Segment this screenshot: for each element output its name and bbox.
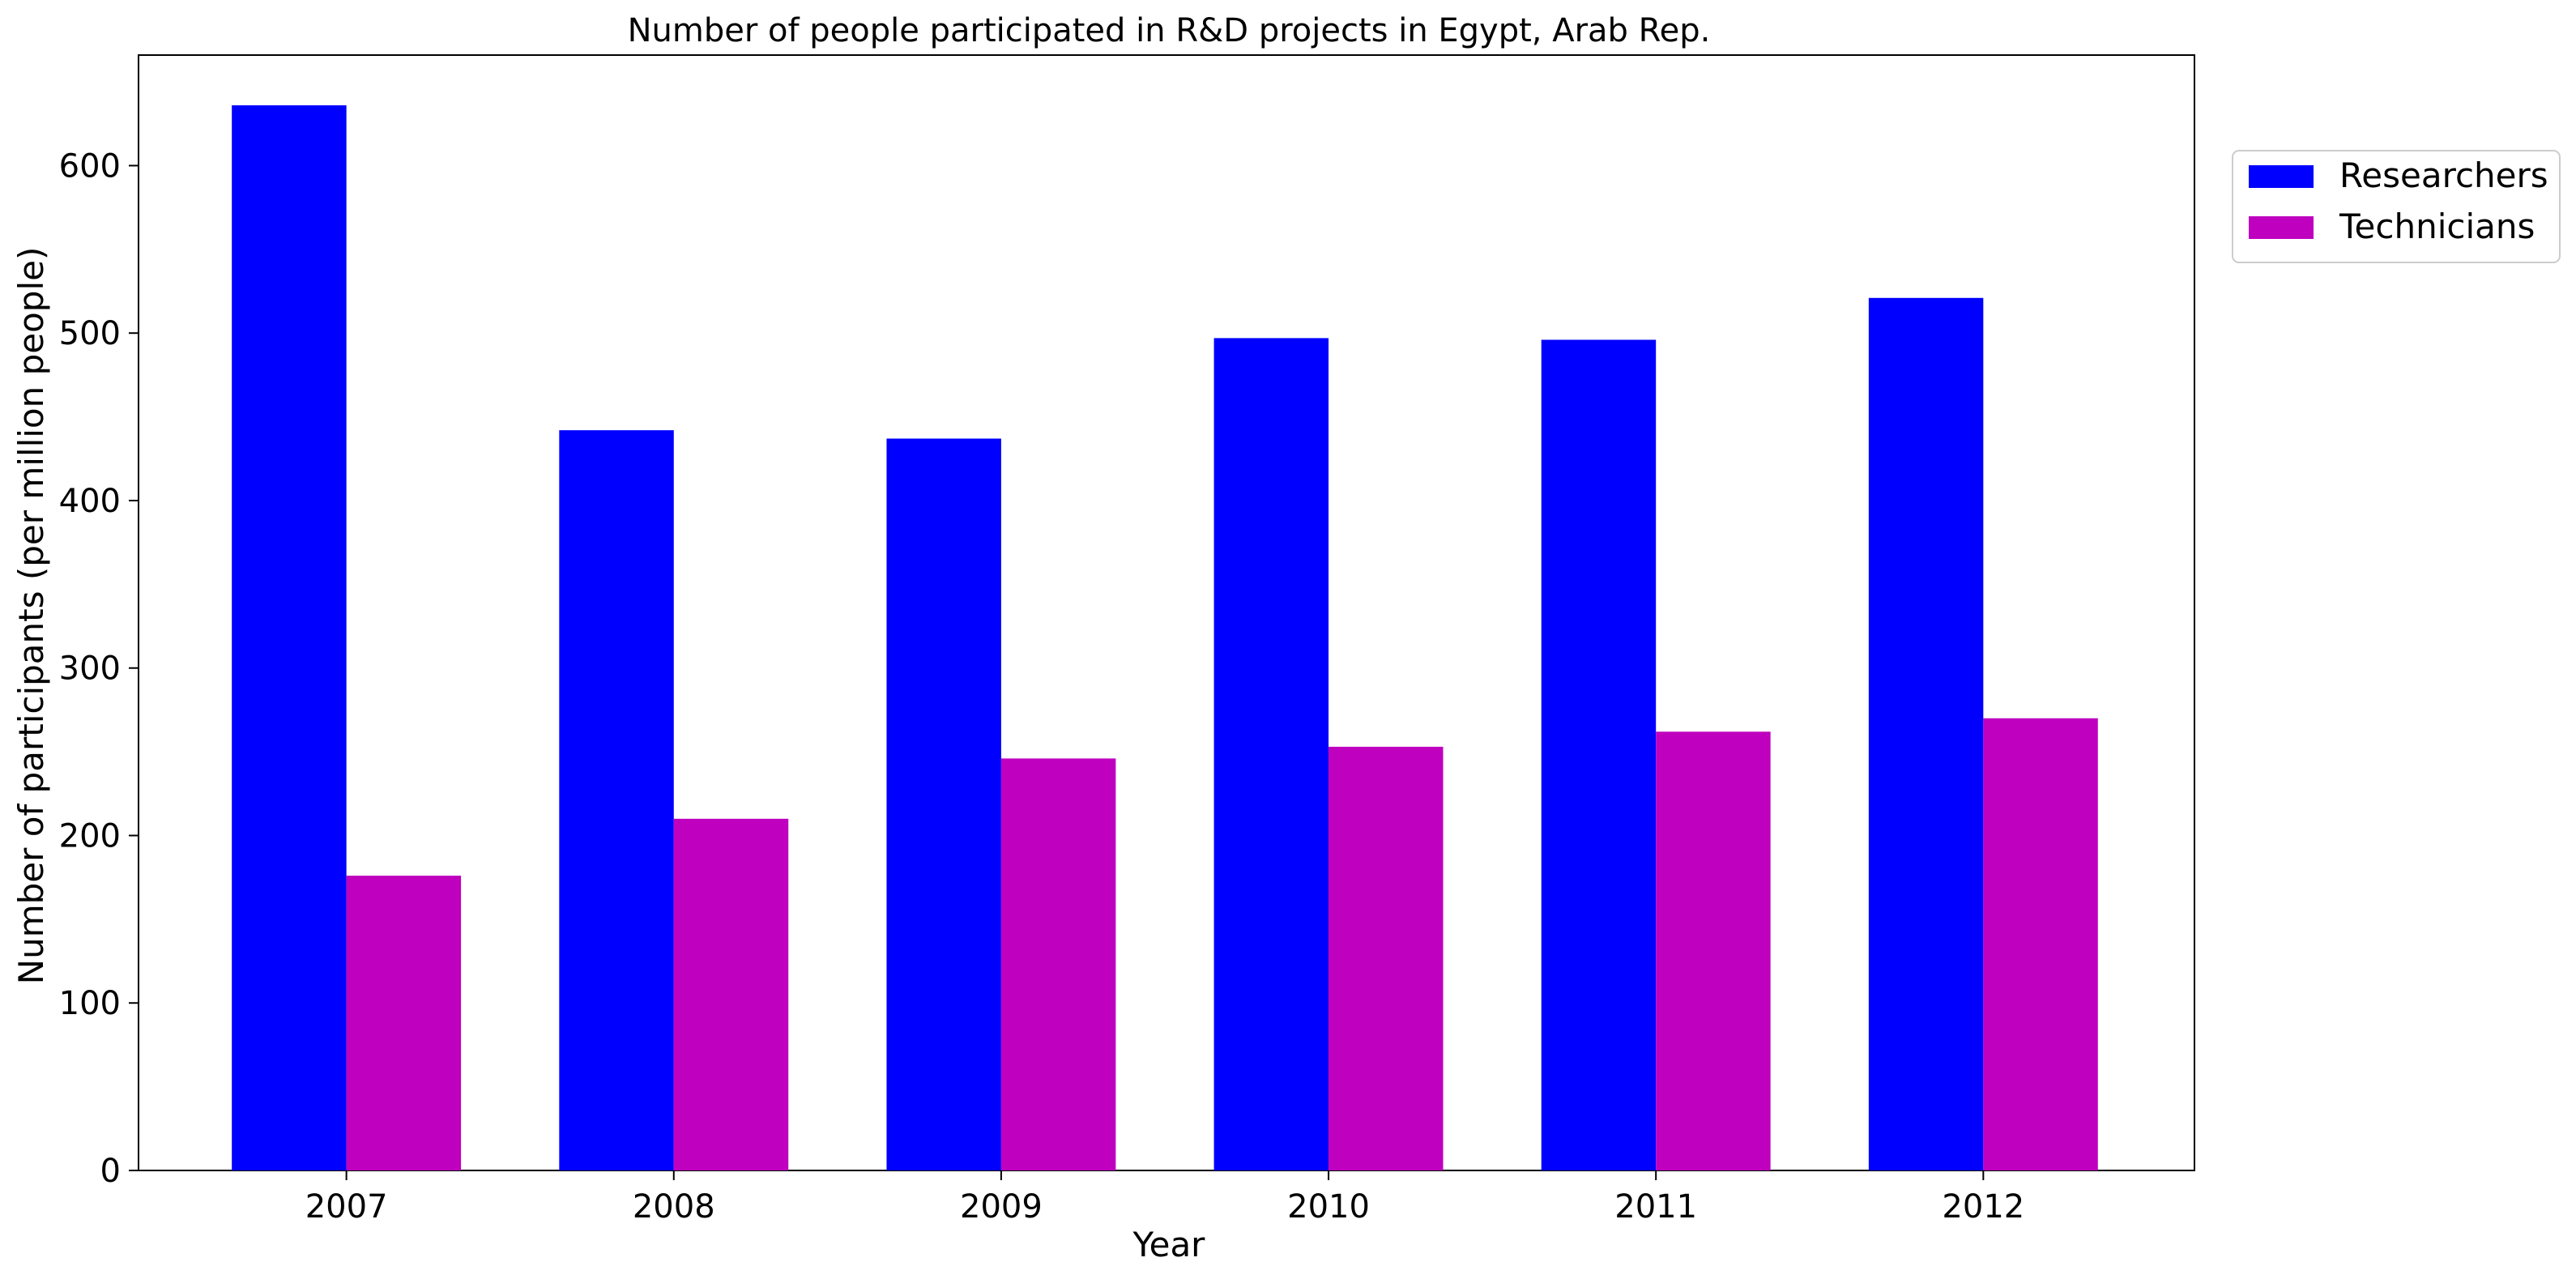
bar-researchers-2007 <box>232 105 347 1171</box>
bar-technicians-2011 <box>1656 731 1771 1170</box>
bar-researchers-2008 <box>559 430 674 1170</box>
bar-researchers-2011 <box>1541 339 1657 1171</box>
y-tick-label-400: 400 <box>59 483 121 520</box>
legend-swatch-technicians <box>2249 216 2314 239</box>
x-tick-label-2012: 2012 <box>1942 1188 2024 1226</box>
legend-box <box>2232 150 2561 263</box>
bar-technicians-2010 <box>1329 746 1444 1170</box>
x-tick-label-2010: 2010 <box>1287 1188 1370 1226</box>
bar-technicians-2012 <box>1983 718 2098 1170</box>
legend: Researchers Technicians <box>2232 150 2561 263</box>
bar-researchers-2009 <box>886 438 1001 1170</box>
y-tick-label-100: 100 <box>59 985 121 1022</box>
plot-frame <box>138 54 2195 1171</box>
plot-background <box>139 55 2194 1170</box>
x-tick-label-2011: 2011 <box>1614 1188 1697 1226</box>
legend-label-technicians: Technicians <box>2339 207 2535 246</box>
y-axis-label: Number of participants (per million peop… <box>11 247 51 985</box>
bars-group <box>232 105 2098 1171</box>
x-tick-label-2007: 2007 <box>305 1188 388 1226</box>
chart-title: Number of people participated in R&D pro… <box>628 12 1711 49</box>
y-tick-label-600: 600 <box>59 147 121 185</box>
bar-technicians-2007 <box>346 876 462 1170</box>
y-tick-label-0: 0 <box>100 1153 121 1190</box>
y-tick-label-200: 200 <box>59 817 121 855</box>
x-axis-label: Year <box>1132 1225 1206 1264</box>
plot-area <box>138 54 2195 1171</box>
legend-swatch-researchers <box>2249 165 2314 188</box>
bar-technicians-2008 <box>673 818 789 1170</box>
bar-technicians-2009 <box>1000 758 1116 1170</box>
bar-researchers-2012 <box>1868 297 1984 1170</box>
legend-label-researchers: Researchers <box>2339 156 2548 195</box>
bar-researchers-2010 <box>1213 338 1329 1170</box>
x-axis: 2007 2008 2009 2010 2011 2012 <box>305 1170 2024 1226</box>
x-tick-label-2008: 2008 <box>633 1188 715 1226</box>
y-tick-label-500: 500 <box>59 315 121 352</box>
x-tick-label-2009: 2009 <box>960 1188 1043 1226</box>
y-tick-label-300: 300 <box>59 650 121 688</box>
y-axis: 0 100 200 300 400 500 600 <box>59 147 139 1190</box>
